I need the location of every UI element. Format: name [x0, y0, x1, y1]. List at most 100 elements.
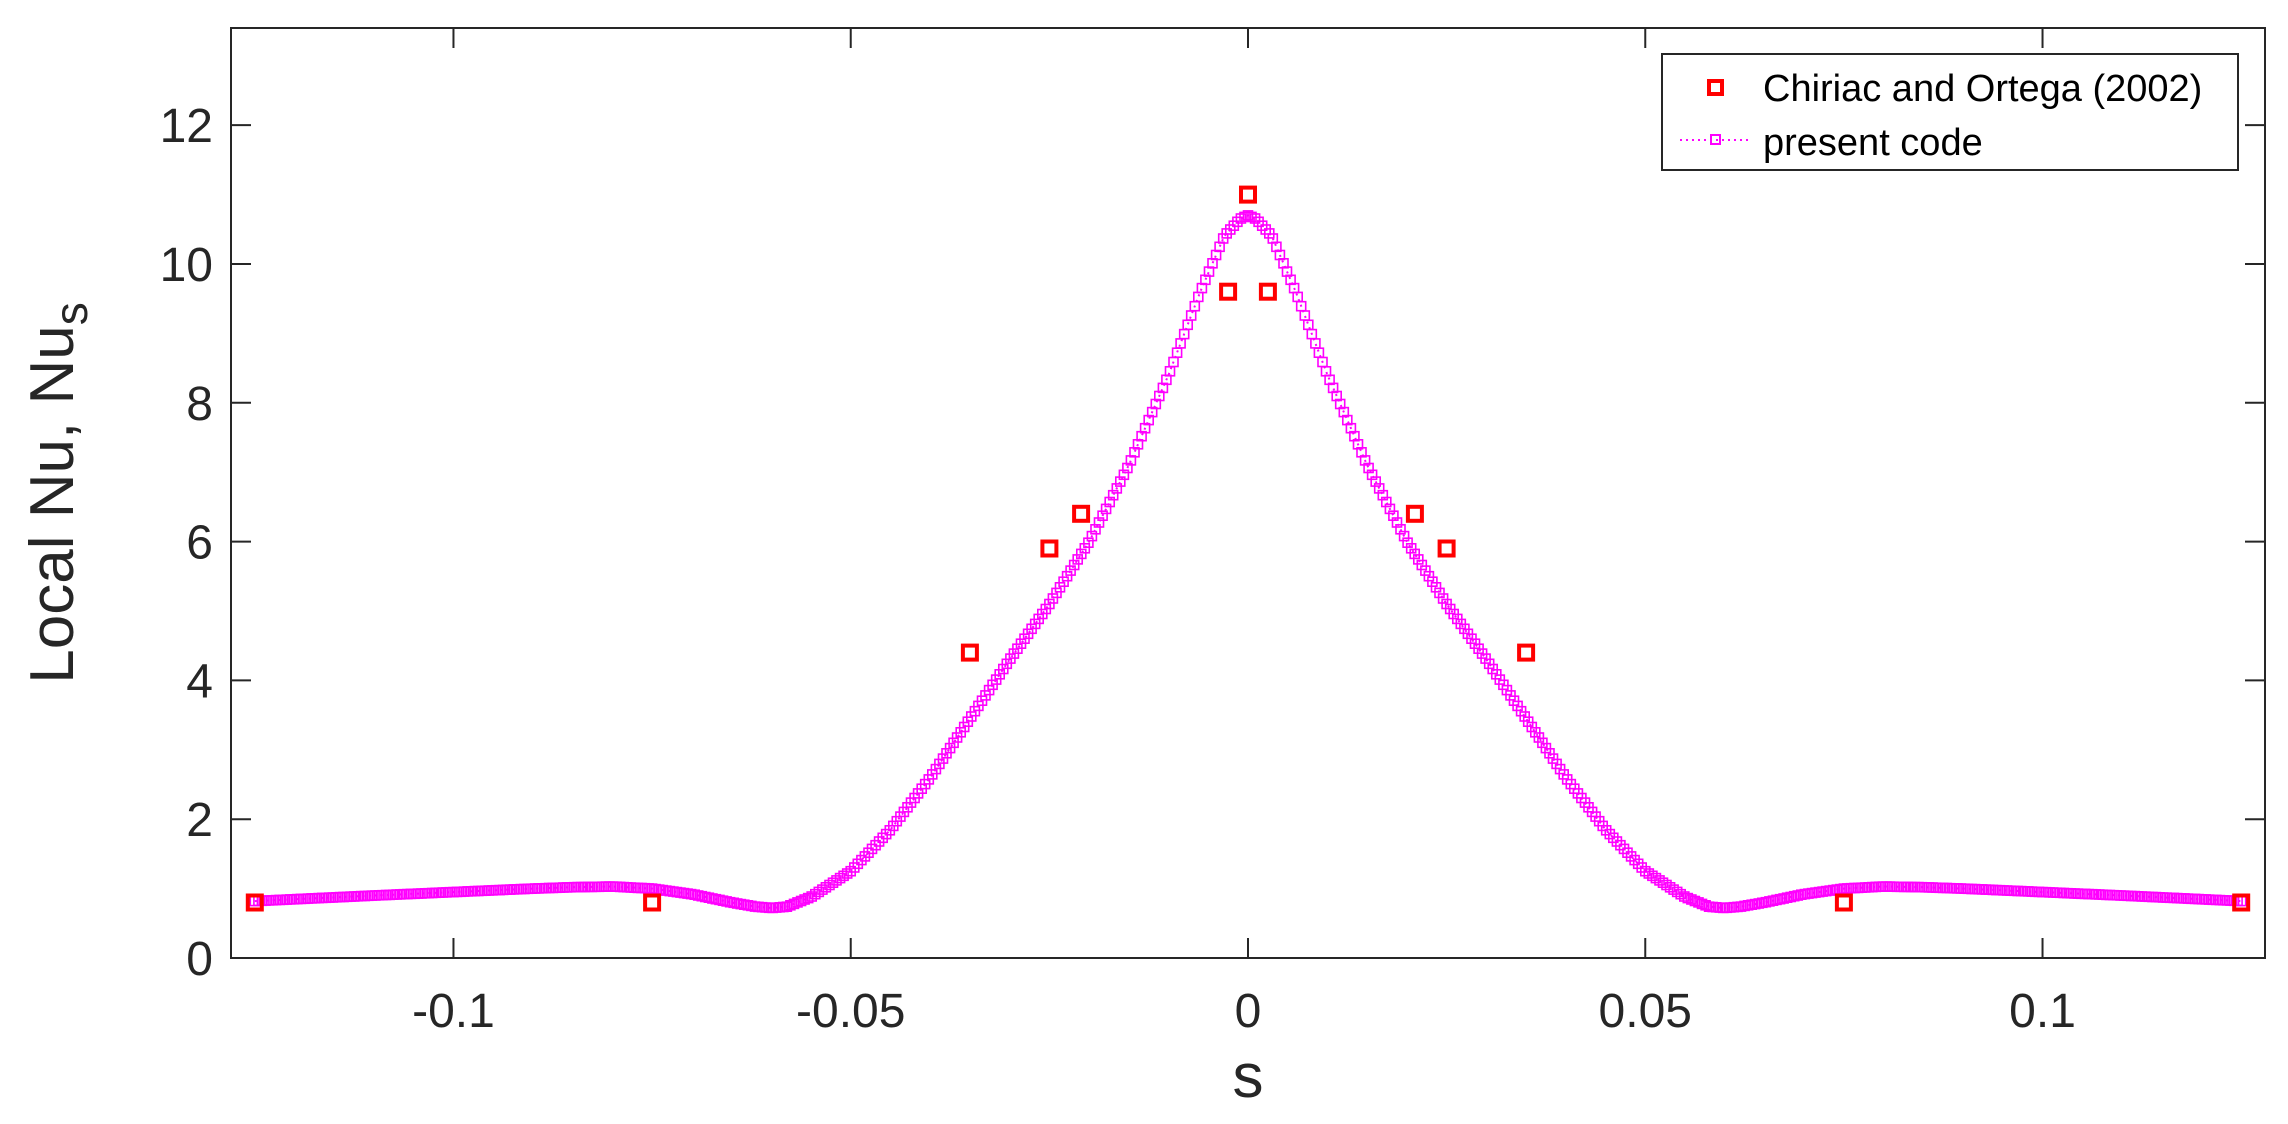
present-code-point: [1427, 576, 1438, 588]
present-code-point: [1391, 517, 1403, 528]
present-code-point: [1235, 213, 1247, 224]
present-code-point: [1044, 598, 1055, 610]
present-code-point: [1242, 210, 1254, 221]
present-code-point: [1373, 483, 1385, 494]
present-code-point: [1139, 422, 1151, 434]
y-tick-label: 10: [160, 239, 213, 292]
present-code-point: [1200, 274, 1211, 286]
legend-marker-chiriac-icon: [1707, 79, 1724, 96]
present-code-point: [1065, 565, 1076, 576]
present-code-point: [1118, 469, 1130, 481]
present-code-point: [1061, 570, 1073, 582]
present-code-point: [1366, 469, 1378, 481]
present-code-point: [1689, 895, 1701, 907]
present-code-point: [1402, 537, 1413, 549]
present-code-point: [1249, 213, 1261, 224]
x-tick-label: 0.1: [2009, 985, 2076, 1038]
present-code-point: [1090, 523, 1101, 535]
present-code-point: [1625, 851, 1637, 862]
chiriac-point: [1219, 282, 1238, 301]
present-code-point: [1352, 438, 1364, 450]
present-code-point: [1679, 891, 1690, 902]
present-code-point: [1058, 576, 1069, 588]
legend-marker-present-code-icon: [1710, 134, 1721, 145]
present-code-point: [1076, 548, 1087, 560]
legend-box: [1661, 53, 2239, 171]
chiriac-point: [1517, 643, 1536, 662]
chiriac-point: [2232, 893, 2251, 912]
series-layer: [245, 185, 2251, 914]
present-code-point: [1342, 414, 1353, 426]
y-tick-label: 0: [186, 933, 213, 986]
present-code-point: [1239, 211, 1250, 223]
legend: Chiriac and Ortega (2002) present code: [1661, 53, 2239, 171]
present-code-point: [1143, 414, 1154, 426]
present-code-point: [1349, 430, 1360, 442]
present-code-point: [788, 898, 800, 910]
present-code-point: [856, 854, 867, 866]
chiriac-point: [960, 643, 979, 662]
present-code-point: [1696, 898, 1708, 910]
present-code-point: [1125, 455, 1137, 466]
present-code-point: [1210, 249, 1222, 261]
present-code-point: [1413, 554, 1424, 565]
present-code-point: [1086, 530, 1098, 542]
present-code-point: [1051, 587, 1062, 599]
y-tick-label: 6: [186, 517, 213, 570]
present-code-point: [1146, 406, 1158, 418]
present-code-point: [1100, 503, 1112, 515]
present-code-point: [1054, 581, 1066, 593]
present-code-point: [792, 897, 803, 908]
present-code-point: [1115, 476, 1126, 487]
chiriac-point: [1239, 185, 1257, 204]
y-axis-label-subscript: s: [45, 302, 97, 325]
present-code-point: [1430, 581, 1442, 593]
x-axis-label: s: [1233, 1042, 1264, 1111]
x-tick-label: -0.1: [412, 985, 495, 1038]
present-code-point: [841, 868, 853, 879]
chiriac-point: [643, 893, 662, 912]
chiriac-point: [1405, 504, 1424, 523]
present-code-point: [1554, 763, 1566, 775]
present-code-point: [1395, 523, 1406, 535]
ticks-layer: -0.1 -0.05 0 0.05 0.1 0 2 4 6 8 10 12: [160, 28, 2265, 1038]
present-code-point: [1363, 462, 1374, 474]
plot-frame: [230, 27, 2266, 959]
present-code-point: [1154, 390, 1165, 402]
chiriac-point: [1834, 893, 1853, 912]
chiriac-point: [1072, 504, 1091, 523]
present-code-point: [1104, 496, 1115, 508]
y-tick-label: 4: [186, 655, 213, 708]
chiriac-point: [1040, 539, 1059, 558]
present-code-point: [1271, 241, 1282, 253]
present-code-point: [1122, 462, 1133, 474]
present-code-point: [1416, 559, 1428, 571]
present-code-point: [934, 758, 945, 770]
y-tick-label: 8: [186, 378, 213, 431]
present-code-point: [795, 895, 807, 907]
y-tick-label: 2: [186, 794, 213, 847]
present-code-point: [1405, 542, 1417, 554]
present-code-point: [1420, 565, 1431, 576]
present-code-point: [1129, 446, 1140, 458]
present-code-point: [799, 894, 810, 905]
present-code-point: [1157, 382, 1169, 394]
legend-label-present-code: present code: [1763, 122, 1983, 164]
present-code-point: [1324, 374, 1335, 386]
present-code-point: [1398, 530, 1410, 542]
present-code-point: [1093, 517, 1105, 528]
present-code-point: [1107, 489, 1119, 501]
x-tick-label: 0.05: [1599, 985, 1692, 1038]
present-code-point: [1356, 446, 1367, 458]
y-axis-label-main: Local Nu, Nu: [18, 325, 87, 683]
present-code-point: [1150, 398, 1162, 410]
present-code-point: [1700, 899, 1711, 911]
present-code-point: [1327, 382, 1339, 394]
present-code-point: [1083, 537, 1094, 549]
present-code-point: [1334, 398, 1346, 410]
present-code-point: [1682, 892, 1694, 904]
present-code-point: [1111, 483, 1123, 494]
present-code-point: [781, 901, 793, 913]
chiriac-point: [245, 893, 264, 912]
